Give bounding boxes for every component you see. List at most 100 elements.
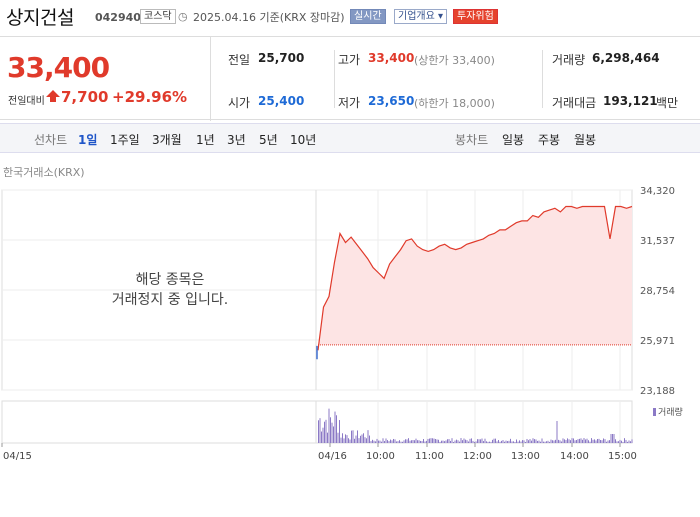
volume-bar <box>454 440 456 443</box>
volume-value: 6,298,464 <box>592 51 660 65</box>
volume-bar <box>534 439 535 443</box>
realtime-button[interactable]: 실시간 <box>350 9 386 24</box>
volume-bar <box>613 434 615 443</box>
volume-bar <box>378 440 379 443</box>
volume-bar <box>348 438 349 443</box>
price-line <box>317 205 633 351</box>
volume-bar <box>438 439 439 443</box>
volume-bar <box>498 440 499 443</box>
x-tick-label: 14:00 <box>560 451 589 462</box>
volume-bar <box>433 438 435 443</box>
volume-bar <box>501 440 502 443</box>
volume-bar <box>525 441 526 443</box>
volume-bar <box>496 441 498 443</box>
volume-bar <box>541 438 543 443</box>
volume-bar <box>409 440 411 443</box>
volume-bar <box>471 438 472 443</box>
x-tick-label: 04/15 <box>3 451 32 462</box>
company-info-label: 기업개요 <box>398 11 435 22</box>
volume-bar <box>507 441 508 443</box>
tab-1week[interactable]: 1주일 <box>110 133 140 147</box>
volume-bar <box>451 438 453 443</box>
open-label: 시가 <box>228 96 251 110</box>
volume-bar <box>420 440 421 443</box>
volume-bar <box>351 430 352 443</box>
line-chart-label: 선차트 <box>34 133 68 147</box>
tab-3year[interactable]: 3년 <box>227 133 246 147</box>
volume-bar <box>346 435 348 443</box>
volume-legend-swatch <box>653 408 656 416</box>
volume-bar <box>336 415 337 443</box>
date-info: 2025.04.16 기준(KRX 장마감) <box>193 11 345 24</box>
volume-bar <box>465 439 466 443</box>
tab-1day[interactable]: 1일 <box>78 133 98 147</box>
tab-3month[interactable]: 3개월 <box>152 133 182 147</box>
amount-label: 거래대금 <box>552 96 597 110</box>
open-value: 25,400 <box>258 94 305 108</box>
volume-bar <box>355 435 357 443</box>
volume-bar <box>531 440 532 443</box>
volume-bar <box>508 440 510 443</box>
volume-bar <box>372 439 373 443</box>
volume-bar <box>564 439 565 443</box>
volume-bar <box>327 432 328 443</box>
volume-bar <box>622 441 624 443</box>
volume-bar <box>604 439 606 443</box>
company-info-button[interactable]: 기업개요 ▾ <box>394 9 448 24</box>
market-badge: 코스닥 <box>140 9 176 24</box>
volume-bar <box>492 439 493 443</box>
volume-bar <box>366 438 367 443</box>
volume-bar <box>318 420 319 443</box>
stock-name: 상지건설 <box>6 7 74 29</box>
volume-bar <box>432 438 433 443</box>
volume-bar <box>417 440 418 443</box>
volume-bar <box>511 441 513 443</box>
volume-bar <box>352 430 354 443</box>
amount-value: 193,121 <box>603 94 658 108</box>
trading-halt-notice: 해당 종목은 거래정지 중 입니다. <box>40 270 300 310</box>
volume-bar <box>520 441 522 443</box>
volume-bar <box>322 427 324 443</box>
volume-bar <box>628 440 630 443</box>
volume-bar <box>519 440 520 443</box>
volume-bar <box>369 435 370 443</box>
volume-bar <box>607 440 609 443</box>
tab-10year[interactable]: 10년 <box>290 133 317 147</box>
volume-bar <box>627 441 628 443</box>
volume-bar <box>480 439 481 443</box>
volume-bar <box>325 419 327 443</box>
volume-bar <box>456 439 457 443</box>
volume-bar <box>595 440 597 443</box>
volume-bar <box>381 441 382 443</box>
volume-bar <box>550 439 552 443</box>
volume-bar <box>399 440 400 443</box>
volume-bar <box>400 441 402 443</box>
volume-bar <box>337 432 339 443</box>
tab-daily[interactable]: 일봉 <box>502 133 525 147</box>
volume-bar <box>457 440 459 443</box>
volume-bar <box>357 430 358 443</box>
volume-bar <box>415 438 417 443</box>
prev-close-label: 전일 <box>228 53 251 67</box>
volume-bar <box>421 441 423 443</box>
divider <box>334 50 335 108</box>
y-tick-label: 23,188 <box>640 386 675 397</box>
volume-bar <box>493 438 495 443</box>
volume-bar <box>423 439 424 443</box>
volume-bar <box>532 438 534 443</box>
volume-bar <box>631 439 633 443</box>
tab-monthly[interactable]: 월봉 <box>574 133 597 147</box>
volume-bar <box>436 439 438 443</box>
volume-bar <box>510 438 511 443</box>
tab-5year[interactable]: 5년 <box>259 133 278 147</box>
volume-bar <box>576 440 577 443</box>
volume-bar <box>579 438 580 443</box>
tab-weekly[interactable]: 주봉 <box>538 133 561 147</box>
y-tick-label: 34,320 <box>640 186 675 197</box>
tab-1year[interactable]: 1년 <box>196 133 215 147</box>
volume-bar <box>396 441 397 443</box>
stock-code: 042940 <box>95 11 141 24</box>
volume-bar <box>403 440 405 443</box>
volume-bar <box>408 438 409 443</box>
volume-bar <box>615 439 616 443</box>
